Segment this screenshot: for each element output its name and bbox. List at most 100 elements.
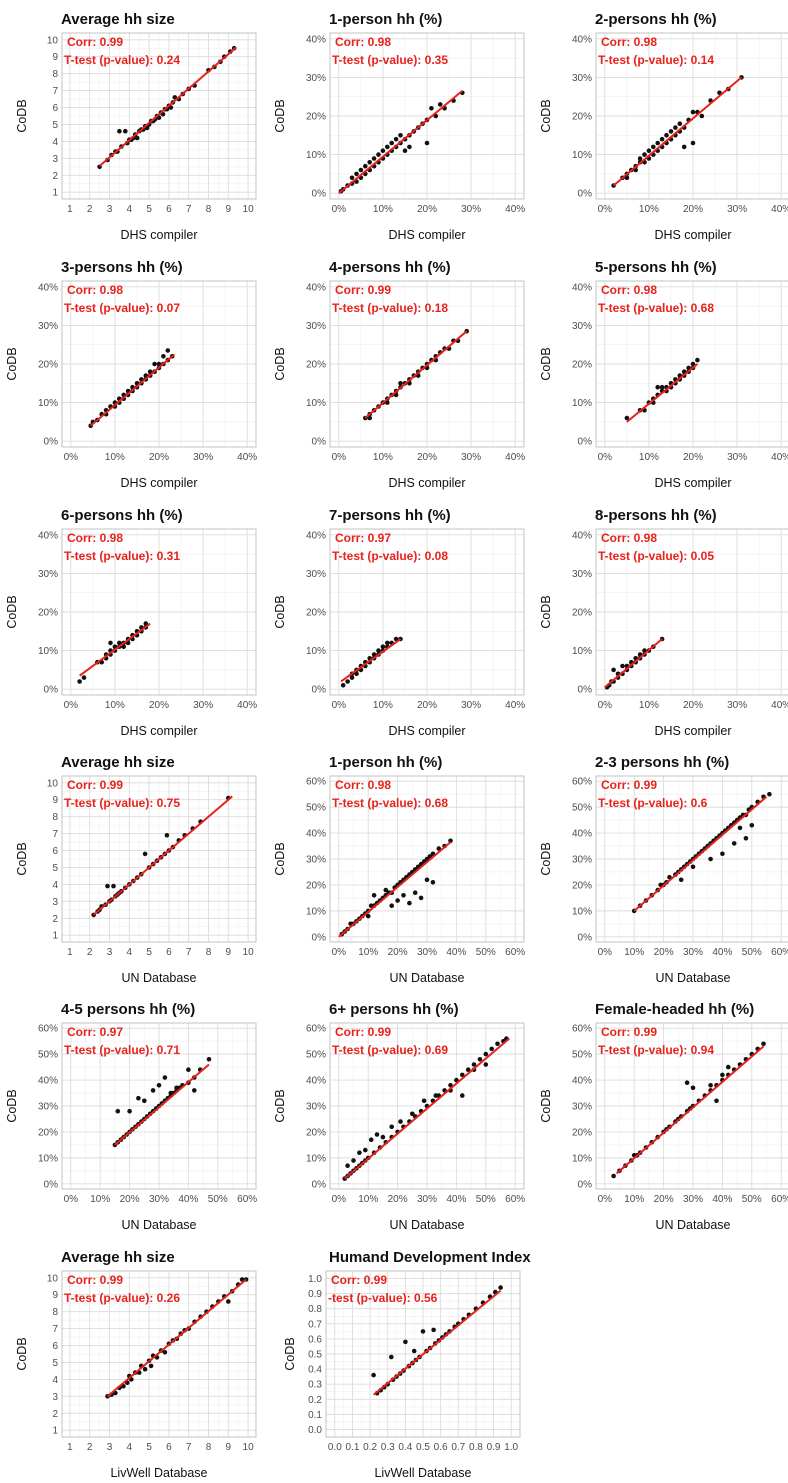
x-tick-label: 20% <box>683 452 703 463</box>
y-tick-label: 1.0 <box>308 1274 322 1285</box>
data-point <box>351 1158 356 1163</box>
y-tick-label: 2 <box>52 914 58 925</box>
x-tick-label: 50% <box>476 1194 496 1205</box>
x-tick-label: 3 <box>107 204 113 215</box>
y-tick-label: 40% <box>306 282 326 293</box>
regression-line <box>364 330 468 419</box>
plot-frame <box>61 32 257 200</box>
data-point <box>376 648 381 653</box>
data-point <box>357 1150 362 1155</box>
data-point <box>123 128 128 134</box>
y-tick-label: 10% <box>38 646 58 657</box>
x-axis-label: DHS compiler <box>120 228 197 242</box>
y-tick-label: 5 <box>52 1358 58 1369</box>
plot-frame <box>61 1270 257 1438</box>
data-point <box>152 361 157 367</box>
y-tick-label: 20% <box>38 1127 58 1138</box>
data-point <box>424 140 430 146</box>
y-tick-label: 0.2 <box>308 1395 322 1406</box>
x-tick-label: 20% <box>120 1194 140 1205</box>
y-tick-label: 30% <box>38 569 58 580</box>
y-tick-label: 20% <box>572 1127 592 1138</box>
x-tick-label: 10% <box>358 947 378 958</box>
data-point <box>117 128 122 134</box>
x-tick-label: 30% <box>193 452 213 463</box>
data-point <box>349 175 355 181</box>
data-point <box>433 1093 439 1098</box>
y-tick-label: 30% <box>306 73 326 84</box>
x-tick-label: 30% <box>417 947 437 958</box>
x-tick-label: 30% <box>727 452 747 463</box>
panel-title: Average hh size <box>61 1249 175 1266</box>
corr-annotation: Corr: 0.98 <box>335 778 391 792</box>
data-point <box>690 140 696 146</box>
plot-frame <box>595 280 788 448</box>
x-tick-label: 0.1 <box>346 1442 360 1453</box>
y-axis-label: CoDB <box>539 1089 553 1122</box>
data-point <box>410 1111 415 1117</box>
data-point <box>690 864 696 870</box>
y-axis-label: CoDB <box>15 99 29 132</box>
data-point <box>389 140 395 146</box>
y-tick-label: 60% <box>306 1024 326 1035</box>
y-tick-label: 40% <box>306 34 326 45</box>
x-tick-label: 10% <box>639 452 659 463</box>
panel-title: 1-person hh (%) <box>329 11 442 28</box>
data-point <box>498 1285 503 1290</box>
y-tick-label: 1 <box>52 931 58 942</box>
data-point <box>620 663 625 669</box>
data-point <box>380 644 386 649</box>
y-tick-label: 5 <box>52 120 58 131</box>
data-point <box>646 148 652 153</box>
data-point <box>206 1057 212 1062</box>
x-tick-label: 60% <box>505 1194 525 1205</box>
data-point <box>460 1072 465 1078</box>
regression-line <box>93 795 233 916</box>
data-point <box>489 1046 495 1052</box>
y-tick-label: 8 <box>52 812 58 823</box>
data-point <box>651 144 656 150</box>
x-tick-label: 1 <box>67 947 73 958</box>
scatter-panel: 0% 0% 10% 10% 20% 20% 30% 30% 40% 40% Corr: 0.98 T-… <box>5 259 257 490</box>
x-tick-label: 0% <box>332 700 347 711</box>
y-tick-label: 20% <box>306 880 326 891</box>
ttest-annotation: T-test (p-value): 0.71 <box>64 1043 180 1057</box>
data-point <box>398 381 403 386</box>
scatter-panel: 11 2 2 3 3 4 4 5 5 6 6 7 7 8 8 9 9 10 10 Corr: 0.99 T-test (… <box>15 1249 257 1480</box>
data-point <box>349 675 355 680</box>
y-tick-label: 20% <box>306 608 326 619</box>
data-point <box>411 1348 417 1354</box>
y-tick-label: 1 <box>52 188 58 199</box>
data-point <box>731 841 737 846</box>
x-tick-label: 5 <box>146 204 152 215</box>
y-tick-label: 7 <box>52 1324 58 1335</box>
data-point <box>162 1075 168 1080</box>
panel-title: 4-5 persons hh (%) <box>61 1001 195 1018</box>
x-tick-label: 50% <box>742 947 762 958</box>
data-point <box>354 171 359 177</box>
x-axis-label: DHS compiler <box>120 476 197 490</box>
x-tick-label: 0.8 <box>469 1442 483 1453</box>
x-tick-label: 40% <box>505 700 525 711</box>
corr-annotation: Corr: 0.98 <box>601 283 657 297</box>
y-tick-label: 9 <box>52 52 58 63</box>
panel-title: 2-3 persons hh (%) <box>595 754 729 771</box>
data-point <box>385 640 390 646</box>
x-tick-label: 6 <box>166 204 172 215</box>
regression-line <box>372 1289 502 1396</box>
x-tick-label: 5 <box>146 947 152 958</box>
data-point <box>174 1085 179 1091</box>
data-point <box>150 1088 156 1093</box>
x-tick-label: 20% <box>417 204 437 215</box>
data-point <box>477 1057 483 1062</box>
y-tick-label: 40% <box>572 1076 592 1087</box>
x-tick-label: 0% <box>64 700 79 711</box>
x-tick-label: 20% <box>149 452 169 463</box>
y-tick-label: 30% <box>572 569 592 580</box>
data-point <box>161 354 166 359</box>
panel-title: 3-persons hh (%) <box>61 259 183 276</box>
plot-frame <box>595 32 788 200</box>
data-point <box>421 1098 427 1104</box>
plot-frame <box>329 528 525 696</box>
x-tick-label: 2 <box>87 947 93 958</box>
